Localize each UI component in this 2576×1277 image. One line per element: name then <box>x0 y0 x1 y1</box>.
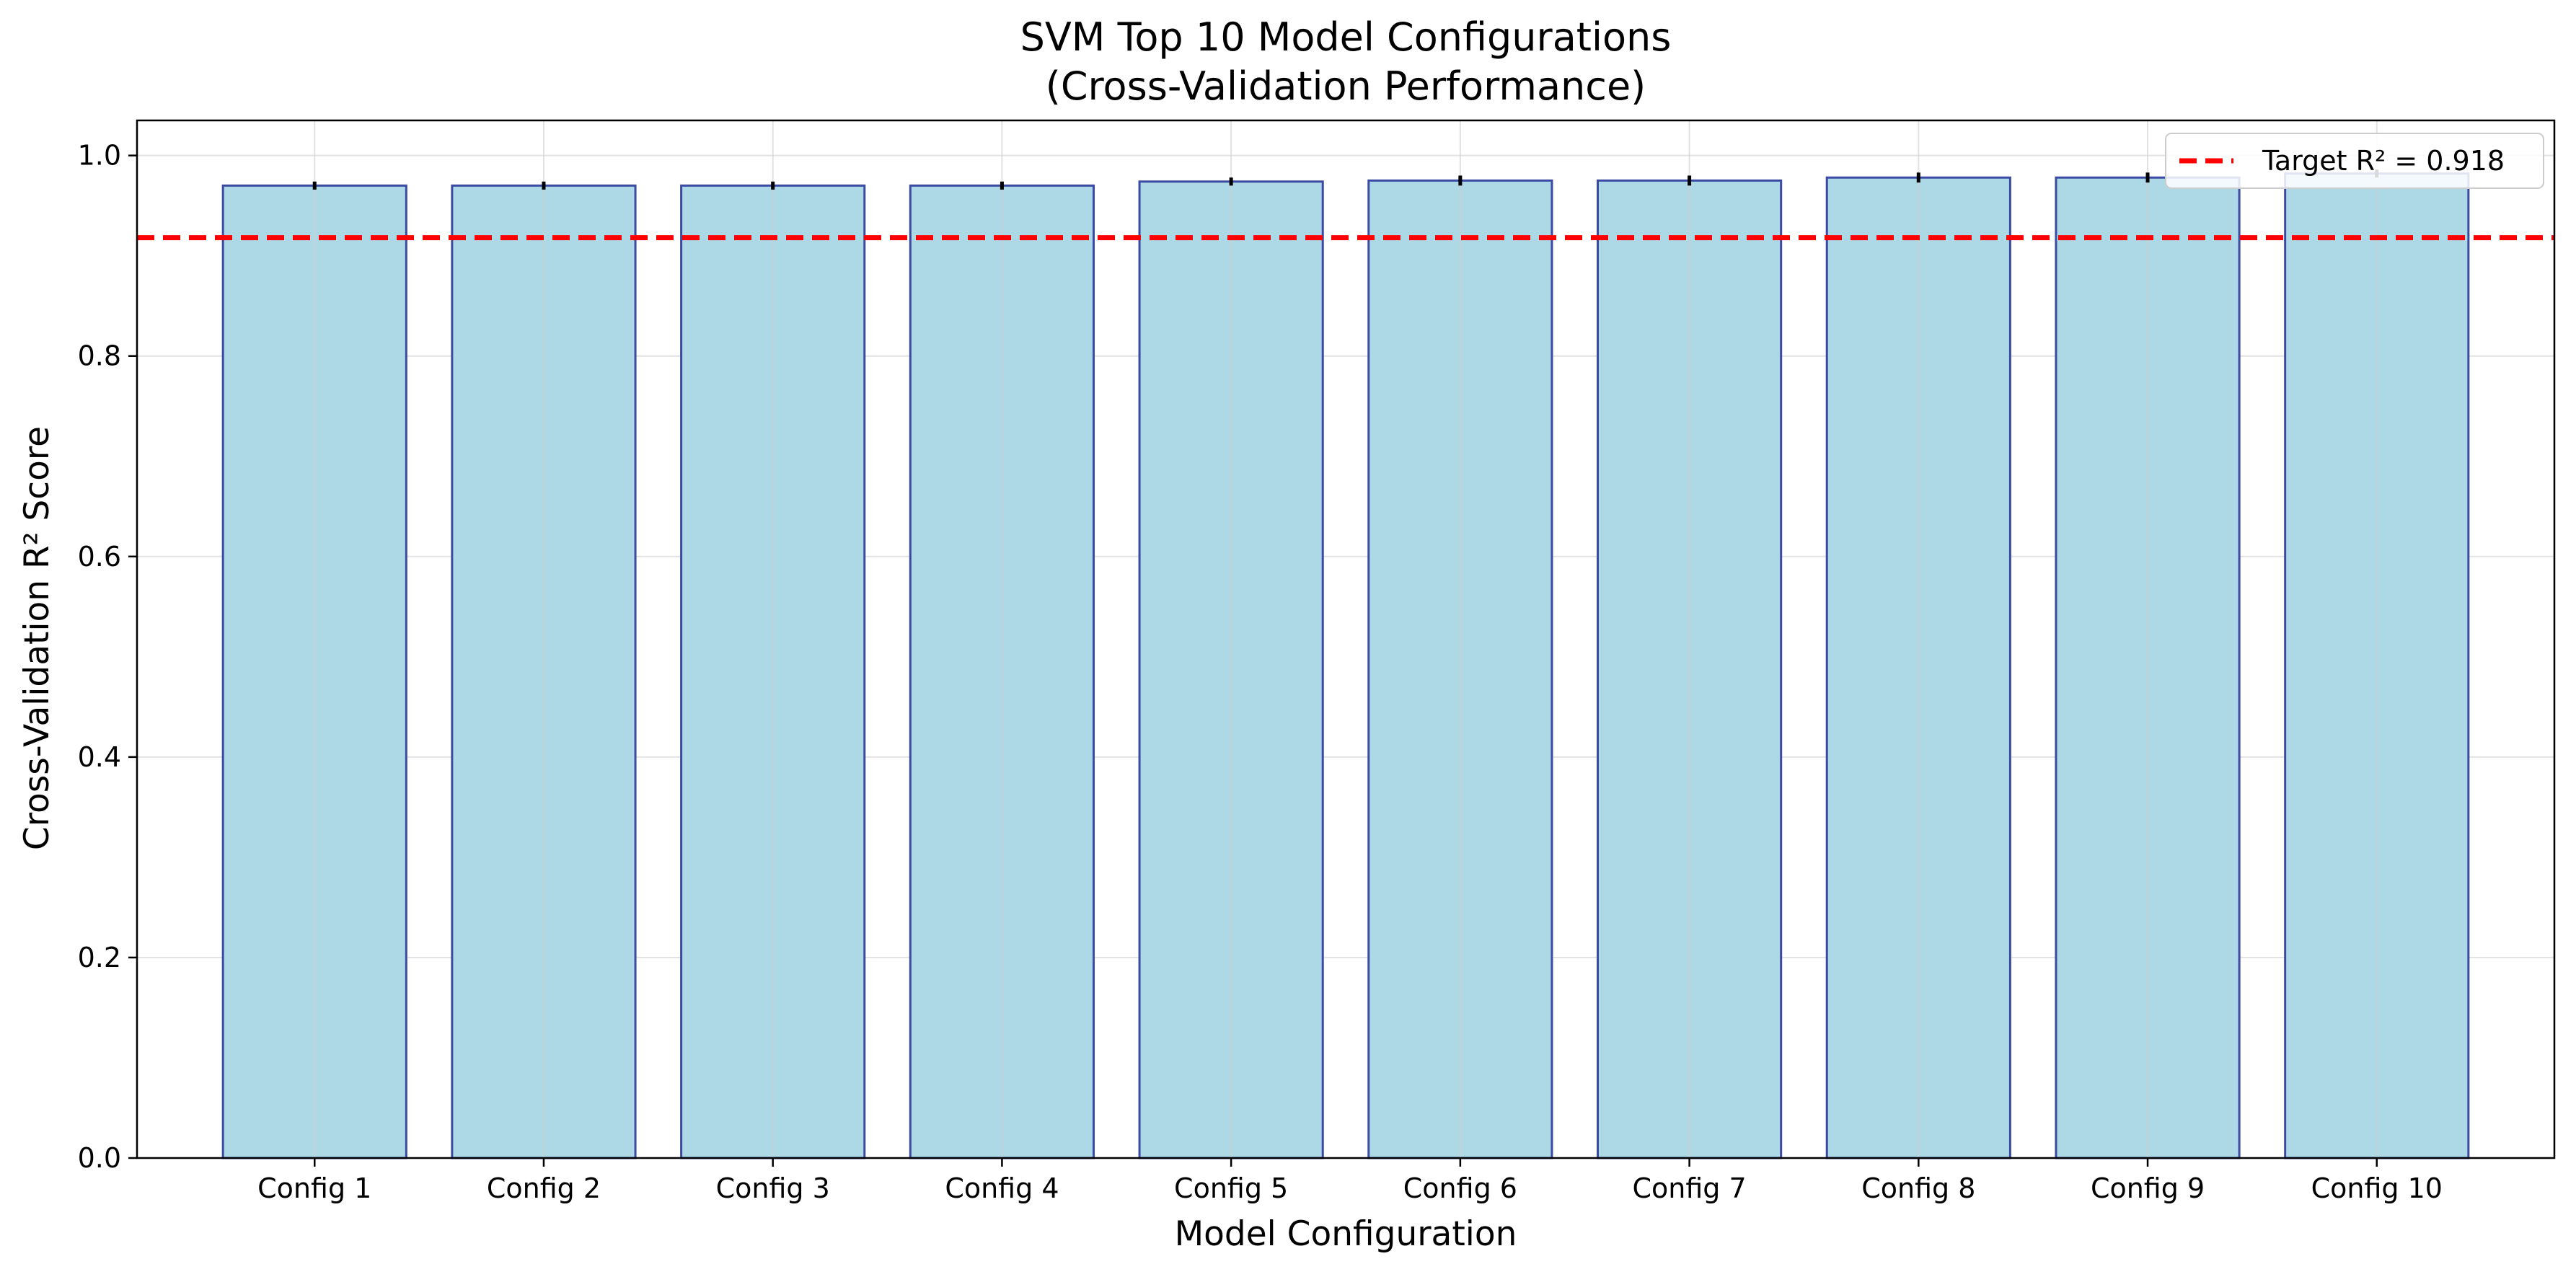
y-tick-label: 0.2 <box>78 942 121 973</box>
x-axis-ticks: Config 1 Config 2 Config 3 Config 4 Config 5… <box>257 1158 2443 1204</box>
x-tick-label: Config 4 <box>945 1172 1059 1204</box>
x-tick-label: Config 2 <box>487 1172 601 1204</box>
y-tick-label: 0.4 <box>78 741 121 773</box>
y-axis-ticks: 0.0 0.2 0.4 0.6 0.8 1.0 <box>78 140 137 1174</box>
plot-frame <box>136 119 2556 1159</box>
y-tick-label: 0.6 <box>78 541 121 573</box>
x-axis-label: Model Configuration <box>1175 1214 1517 1254</box>
x-tick-label: Config 6 <box>1403 1172 1517 1204</box>
y-tick-label: 0.8 <box>78 340 121 372</box>
y-tick-label: 0.0 <box>78 1142 121 1174</box>
x-tick-label: Config 1 <box>257 1172 371 1204</box>
legend: Target R² = 0.918 <box>2165 133 2544 189</box>
x-tick-label: Config 7 <box>1632 1172 1746 1204</box>
legend-box <box>2165 133 2544 189</box>
y-tick-label: 1.0 <box>78 140 121 172</box>
x-tick-label: Config 10 <box>2311 1172 2443 1204</box>
x-tick-label: Config 8 <box>1861 1172 1975 1204</box>
chart-title-line-1: SVM Top 10 Model Configurations <box>1020 14 1672 60</box>
x-tick-label: Config 3 <box>716 1172 830 1204</box>
x-tick-label: Config 9 <box>2091 1172 2205 1204</box>
x-tick-label: Config 5 <box>1174 1172 1288 1204</box>
legend-label-target: Target R² = 0.918 <box>2262 145 2505 177</box>
y-axis-label: Cross-Validation R² Score <box>17 426 57 850</box>
chart-title-line-2: (Cross-Validation Performance) <box>1046 63 1646 109</box>
